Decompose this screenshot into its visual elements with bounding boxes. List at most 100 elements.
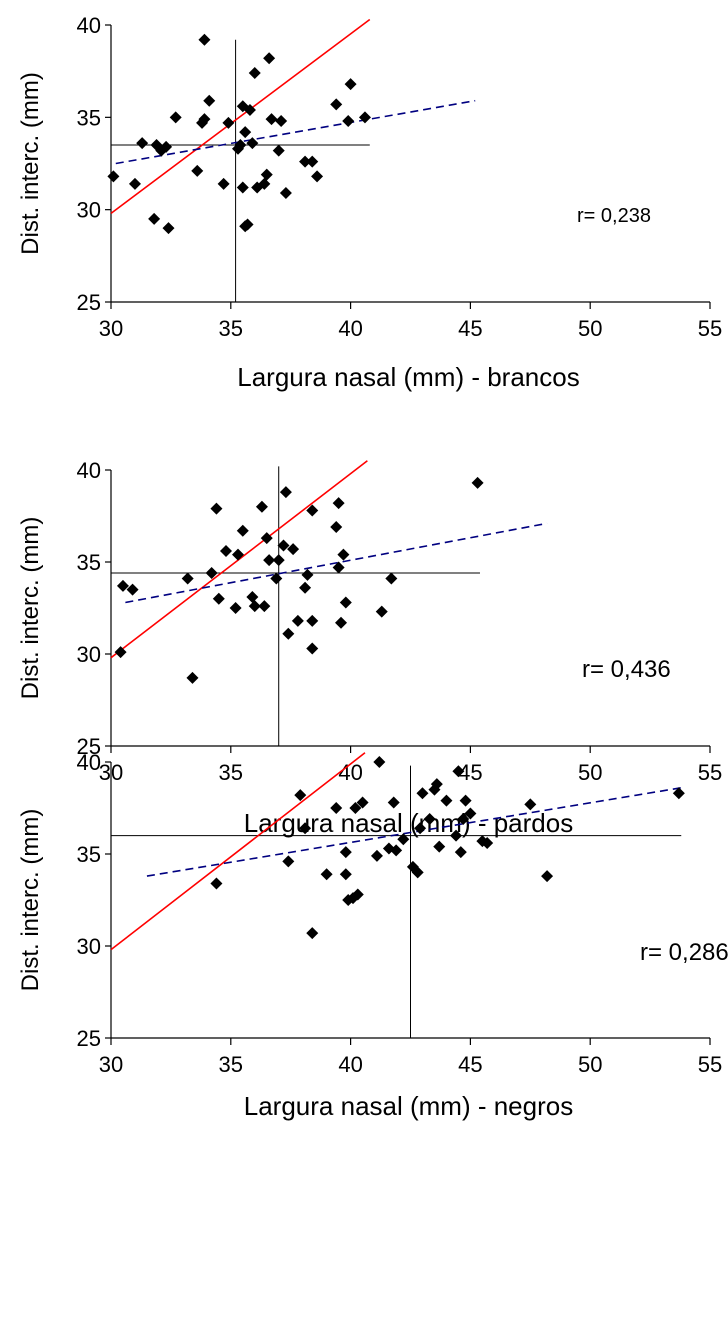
chart-1-data-point — [306, 155, 319, 168]
chart-3-x-tick-label: 55 — [698, 1052, 722, 1077]
chart-2-x-tick-label: 35 — [219, 760, 243, 785]
chart-1-x-tick-label: 55 — [698, 316, 722, 341]
chart-2-x-tick-label: 55 — [698, 760, 722, 785]
chart-1-data-point — [203, 94, 216, 107]
chart-1-data-point — [265, 113, 278, 126]
chart-3-data-point — [464, 807, 477, 820]
chart-3-data-point — [440, 794, 453, 807]
chart-2-correlation-label: r= 0,436 — [582, 656, 671, 683]
chart-1-data-point — [162, 222, 175, 235]
chart-1-data-point — [279, 187, 292, 200]
chart-2-data-point — [287, 543, 300, 556]
chart-1-data-point — [160, 140, 173, 153]
chart-1-data-point — [246, 137, 259, 150]
chart-2-data-point — [126, 583, 139, 596]
chart-3-y-tick-label: 35 — [77, 842, 101, 867]
chart-1-data-point — [241, 218, 254, 231]
chart-1-data-point — [342, 115, 355, 128]
chart-3-data-point — [210, 877, 223, 890]
chart-2-y-axis-label: Dist. interc. (mm) — [17, 517, 44, 700]
chart-2-data-point — [337, 548, 350, 561]
chart-3-x-tick-label: 35 — [219, 1052, 243, 1077]
chart-2-data-point — [332, 497, 345, 510]
chart-1-x-tick-label: 35 — [219, 316, 243, 341]
chart-3-x-axis-label: Largura nasal (mm) - negros — [244, 1091, 573, 1121]
chart-1-x-tick-label: 40 — [338, 316, 362, 341]
chart-3-data-point — [397, 833, 410, 846]
chart-2-data-point — [375, 605, 388, 618]
chart-2-data-point — [220, 544, 233, 557]
chart-1-y-axis-label: Dist. interc. (mm) — [17, 72, 44, 255]
chart-2-data-point — [212, 592, 225, 605]
chart-1-data-point — [136, 137, 149, 150]
chart-2-data-point — [471, 476, 484, 489]
chart-3-data-point — [370, 849, 383, 862]
chart-1-data-point — [198, 113, 211, 126]
chart-2-data-point — [270, 572, 283, 585]
chart-3-data-point — [672, 787, 685, 800]
chart-3-data-point — [294, 789, 307, 802]
chart-3-data-point — [450, 829, 463, 842]
chart-3-identity-line — [110, 752, 366, 951]
chart-2-data-point — [301, 568, 314, 581]
chart-1-data-point — [260, 168, 273, 181]
chart-2-data-point — [114, 646, 127, 659]
chart-2-data-point — [186, 671, 199, 684]
chart-3-x-tick-label: 50 — [578, 1052, 602, 1077]
chart-1-data-point — [234, 139, 247, 152]
chart-2-data-point — [306, 642, 319, 655]
chart-1-y-tick-label: 25 — [77, 290, 101, 315]
chart-2-data-point — [260, 532, 273, 545]
chart-3-data-point — [330, 802, 343, 814]
chart-3-x-tick-label: 30 — [99, 1052, 123, 1077]
chart-2-x-tick-label: 50 — [578, 760, 602, 785]
chart-1-data-point — [330, 98, 343, 111]
chart-2-data-point — [385, 572, 398, 585]
chart-2-data-point — [210, 502, 223, 515]
chart-2-data-point — [291, 614, 304, 627]
chart-2-data-point — [330, 521, 343, 534]
chart-3-data-point — [416, 787, 429, 800]
chart-2-data-point — [231, 548, 244, 561]
chart-2-data-point — [299, 581, 312, 594]
chart-1-correlation-label: r= 0,238 — [577, 205, 651, 227]
chart-3-data-point — [351, 888, 364, 901]
chart-3-data-point — [373, 756, 386, 768]
chart-2-y-tick-label: 35 — [77, 550, 101, 575]
chart-2-data-point — [258, 600, 271, 613]
chart-2-data-point — [246, 590, 259, 603]
chart-1-data-point — [198, 33, 211, 46]
chart-1-data-point — [222, 116, 235, 129]
chart-1-data-point — [311, 170, 324, 183]
chart-3-data-point — [411, 866, 424, 879]
chart-1-data-point — [239, 126, 252, 139]
chart-1-data-point — [128, 177, 141, 190]
chart-3-y-tick-label: 30 — [77, 934, 101, 959]
chart-3-data-point — [457, 813, 470, 826]
chart-3-y-axis-label: Dist. interc. (mm) — [17, 809, 44, 992]
chart-1-data-point — [248, 67, 261, 80]
chart-2-data-point — [339, 596, 352, 609]
chart-3-data-point — [414, 822, 427, 835]
chart-1-x-tick-label: 45 — [458, 316, 482, 341]
chart-3-data-point — [430, 778, 443, 791]
chart-1-data-point — [236, 181, 249, 194]
chart-2-trend-line — [125, 522, 548, 604]
chart-2-data-point — [332, 561, 345, 574]
chart-3-y-tick-label: 25 — [77, 1026, 101, 1051]
chart-2-y-tick-label: 40 — [77, 458, 101, 483]
chart-2-y-tick-label: 30 — [77, 642, 101, 667]
chart-1-data-point — [299, 155, 312, 168]
chart-2-data-point — [116, 579, 129, 592]
chart-1-y-tick-label: 35 — [77, 105, 101, 130]
chart-1-data-point — [263, 52, 276, 65]
chart-1-data-point — [107, 170, 120, 183]
chart-1-data-point — [169, 111, 182, 124]
chart-3-data-point — [454, 846, 467, 859]
chart-3-y-tick-label: 40 — [77, 750, 101, 775]
chart-3-data-point — [524, 798, 537, 811]
chart-2-data-point — [263, 554, 276, 567]
chart-2-data-point — [306, 504, 319, 517]
chart-1-data-point — [191, 164, 204, 177]
